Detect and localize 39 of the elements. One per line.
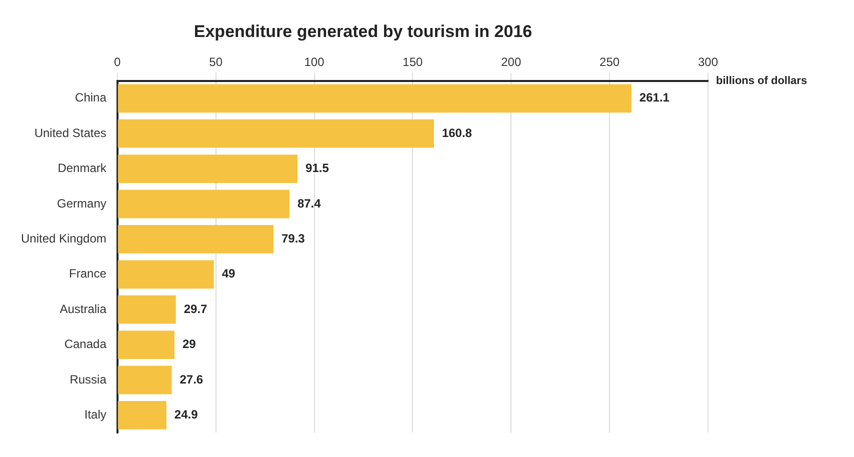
y-tick-label: United Kingdom xyxy=(20,232,106,246)
bar xyxy=(118,366,172,394)
x-tick-label: 200 xyxy=(501,54,522,69)
bar xyxy=(118,400,166,430)
data-label: 29 xyxy=(182,337,196,352)
x-axis-title: billions of dollars xyxy=(716,74,808,87)
bar xyxy=(118,224,274,254)
y-tick-label: Australia xyxy=(60,302,107,316)
bar xyxy=(118,295,176,324)
bar xyxy=(118,119,434,148)
y-tick-label: Italy xyxy=(84,408,106,422)
y-tick-label: Germany xyxy=(57,196,106,210)
bar xyxy=(118,190,290,218)
data-label: 87.4 xyxy=(297,196,322,210)
data-label: 29.7 xyxy=(184,302,208,316)
y-tick-label: Denmark xyxy=(58,161,108,176)
data-label: 91.5 xyxy=(306,161,330,176)
bar xyxy=(118,84,632,113)
y-tick-label: Canada xyxy=(64,337,107,352)
x-tick-label: 300 xyxy=(698,54,718,69)
y-tick-label: Russia xyxy=(70,372,107,386)
x-tick-label: 50 xyxy=(209,54,223,69)
chart-title: Expenditure generated by tourism in 2016 xyxy=(194,22,532,41)
y-tick-label: United States xyxy=(34,126,106,140)
x-tick-label: 150 xyxy=(402,54,424,69)
y-tick-label: France xyxy=(69,266,107,281)
data-label: 160.8 xyxy=(442,126,472,140)
y-tick-label: China xyxy=(75,90,107,105)
data-label: 24.9 xyxy=(174,408,198,422)
data-label: 261.1 xyxy=(639,90,670,105)
x-tick-label: 100 xyxy=(304,54,325,69)
data-label: 79.3 xyxy=(282,232,306,246)
x-tick-label: 0 xyxy=(114,54,122,69)
data-label: 27.6 xyxy=(180,372,204,386)
bar xyxy=(118,154,298,184)
bar xyxy=(118,330,174,360)
bar xyxy=(118,260,214,289)
data-label: 49 xyxy=(222,266,236,281)
x-tick-label: 250 xyxy=(600,54,620,69)
